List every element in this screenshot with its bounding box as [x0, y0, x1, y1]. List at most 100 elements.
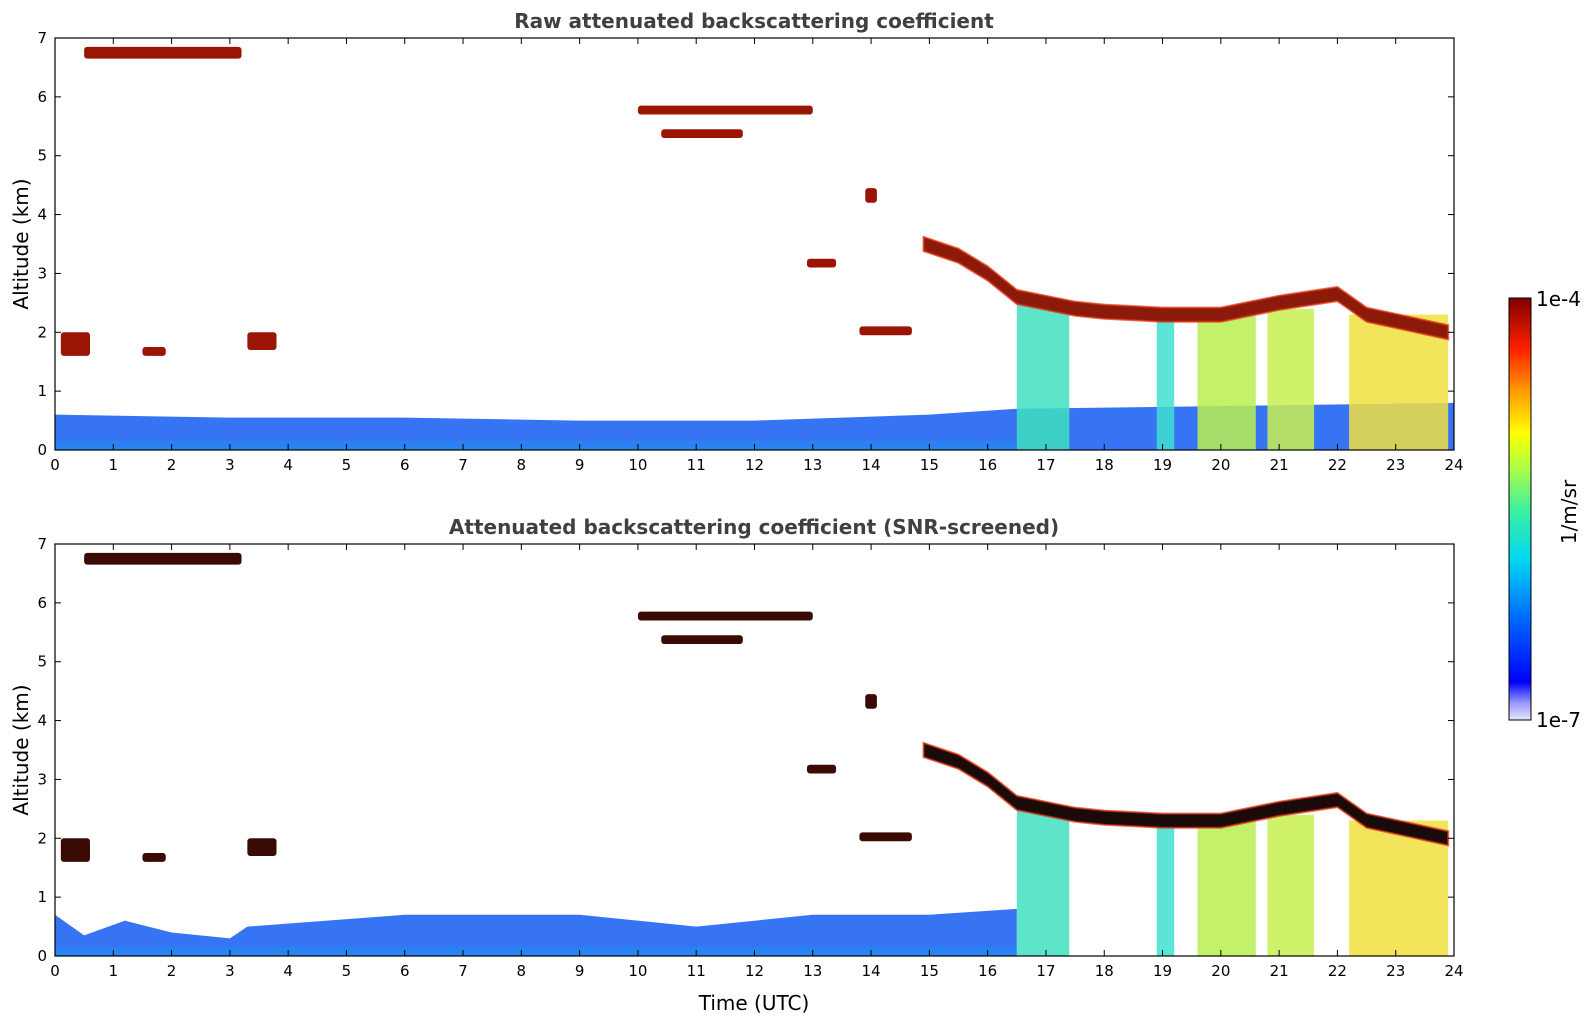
- chart-title-screened: Attenuated backscattering coefficient (S…: [449, 515, 1059, 539]
- y-axis-label-raw: Altitude (km): [9, 178, 33, 309]
- x-tick-label: 7: [458, 456, 468, 474]
- y-tick-label: 4: [37, 712, 47, 730]
- convective-plume: [1349, 820, 1449, 956]
- x-tick-label: 24: [1444, 456, 1463, 474]
- x-tick-label: 17: [1036, 962, 1055, 980]
- x-tick-label: 5: [342, 962, 352, 980]
- x-tick-label: 18: [1095, 456, 1114, 474]
- x-tick-label: 23: [1386, 456, 1405, 474]
- x-tick-label: 0: [50, 962, 60, 980]
- y-tick-label: 5: [37, 147, 47, 165]
- x-axis-label: Time (UTC): [698, 991, 810, 1015]
- x-tick-label: 19: [1153, 962, 1172, 980]
- x-tick-label: 2: [167, 456, 177, 474]
- convective-plume: [1197, 820, 1256, 956]
- plot-area-screened: [55, 544, 1454, 956]
- x-tick-label: 4: [283, 962, 293, 980]
- x-tick-label: 3: [225, 456, 235, 474]
- colorbar-min-label: 1e-7: [1536, 708, 1581, 732]
- cloud-patch: [806, 258, 837, 268]
- cloud-patch: [142, 347, 166, 356]
- cloud-deck-edge: [922, 741, 1450, 847]
- x-tick-label: 11: [687, 456, 706, 474]
- cloud-patch: [661, 129, 743, 139]
- cloud-deck: [923, 236, 1449, 340]
- cloud-patch: [859, 832, 912, 842]
- cloud-patch: [247, 332, 277, 350]
- x-tick-label: 16: [978, 456, 997, 474]
- surface-layer: [55, 441, 1017, 450]
- x-tick-label: 21: [1270, 962, 1289, 980]
- x-tick-label: 18: [1095, 962, 1114, 980]
- cloud-patch: [859, 326, 912, 336]
- convective-plume: [1267, 308, 1315, 450]
- x-tick-label: 19: [1153, 456, 1172, 474]
- convective-plume: [1197, 314, 1256, 450]
- x-tick-label: 10: [628, 456, 647, 474]
- boundary-layer: [55, 908, 1017, 956]
- x-tick-label: 14: [862, 962, 881, 980]
- colorbar-unit-label: 1/m/sr: [1557, 479, 1581, 544]
- x-tick-label: 1: [109, 962, 119, 980]
- snr-screened-panel: Attenuated backscattering coefficient (S…: [9, 515, 1464, 1015]
- x-ticks-raw: 0 1 2 3 4 5 6 7 8 9 10 11 12 13 14 15 16 17 18 19 20 21 22 23 24: [50, 38, 1464, 474]
- x-tick-label: 20: [1211, 456, 1230, 474]
- surface-layer: [55, 947, 1017, 956]
- convective-plume: [1267, 814, 1315, 956]
- x-tick-label: 2: [167, 962, 177, 980]
- x-tick-label: 15: [920, 456, 939, 474]
- x-tick-label: 13: [803, 962, 822, 980]
- raw-backscatter-panel: Raw attenuated backscattering coefficien…: [9, 9, 1464, 474]
- x-tick-label: 20: [1211, 962, 1230, 980]
- x-tick-label: 12: [745, 456, 764, 474]
- cloud-deck-edge: [922, 235, 1450, 341]
- x-tick-label: 13: [803, 456, 822, 474]
- x-tick-label: 9: [575, 962, 585, 980]
- y-tick-label: 3: [37, 770, 47, 788]
- y-ticks-screened: 0 1 2 3 4 5 6 7: [37, 535, 1454, 965]
- x-tick-label: 11: [687, 962, 706, 980]
- x-tick-label: 12: [745, 962, 764, 980]
- convective-plume: [1156, 826, 1175, 956]
- convective-plume: [1156, 320, 1175, 450]
- y-tick-label: 1: [37, 888, 47, 906]
- y-axis-label-screened: Altitude (km): [9, 684, 33, 815]
- cloud-patch: [84, 46, 242, 59]
- x-tick-label: 5: [342, 456, 352, 474]
- cloud-patch: [806, 764, 837, 774]
- cloud-patch: [637, 611, 813, 621]
- y-tick-label: 6: [37, 88, 47, 106]
- x-tick-label: 8: [517, 456, 527, 474]
- x-tick-label: 1: [109, 456, 119, 474]
- x-tick-label: 17: [1036, 456, 1055, 474]
- x-ticks-screened: 0 1 2 3 4 5 6 7 8 9 10 11 12 13 14 15 16 17 18 19 20 21 22 23 24: [50, 544, 1464, 980]
- y-tick-label: 4: [37, 206, 47, 224]
- convective-plume: [1349, 314, 1449, 450]
- y-tick-label: 3: [37, 264, 47, 282]
- x-tick-label: 15: [920, 962, 939, 980]
- boundary-layer: [55, 402, 1454, 450]
- x-tick-label: 16: [978, 962, 997, 980]
- cloud-patch: [865, 694, 877, 709]
- y-tick-label: 6: [37, 594, 47, 612]
- convective-plume: [1016, 808, 1070, 956]
- x-tick-label: 21: [1270, 456, 1289, 474]
- plot-area-raw: [55, 38, 1454, 450]
- x-tick-label: 9: [575, 456, 585, 474]
- chart-title-raw: Raw attenuated backscattering coefficien…: [514, 9, 994, 33]
- cloud-patch: [661, 635, 743, 645]
- y-tick-label: 1: [37, 382, 47, 400]
- y-tick-label: 2: [37, 323, 47, 341]
- heatmap-screened: [55, 552, 1450, 956]
- x-tick-label: 22: [1328, 456, 1347, 474]
- x-tick-label: 4: [283, 456, 293, 474]
- x-tick-label: 7: [458, 962, 468, 980]
- y-tick-label: 5: [37, 653, 47, 671]
- x-tick-label: 24: [1444, 962, 1463, 980]
- x-tick-label: 23: [1386, 962, 1405, 980]
- cloud-patch: [60, 332, 90, 356]
- heatmap-raw: [55, 38, 1454, 450]
- x-tick-label: 6: [400, 456, 410, 474]
- y-tick-label: 0: [37, 947, 47, 965]
